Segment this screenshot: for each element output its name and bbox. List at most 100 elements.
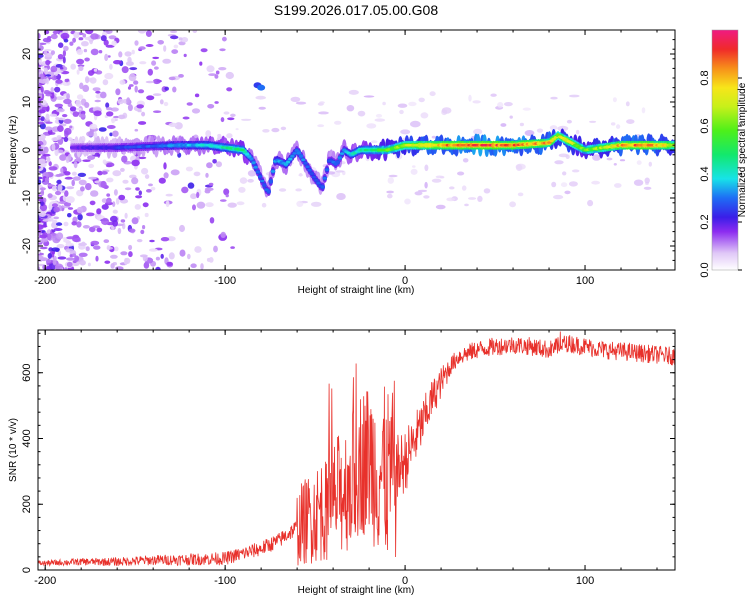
noise-speckle xyxy=(290,96,301,102)
noise-speckle xyxy=(515,164,523,172)
noise-speckle xyxy=(606,157,613,161)
noise-speckle xyxy=(57,54,64,60)
x-tick-label: 0 xyxy=(402,275,408,287)
y-tick-label: 20 xyxy=(21,48,33,60)
noise-speckle xyxy=(82,159,91,162)
noise-speckle xyxy=(81,241,86,247)
noise-speckle xyxy=(387,193,393,199)
noise-speckle xyxy=(54,248,60,253)
noise-speckle xyxy=(131,49,135,55)
snr-ylabel: SNR (10 * v/v) xyxy=(8,418,19,482)
noise-speckle xyxy=(235,128,239,131)
noise-speckle xyxy=(39,73,45,80)
noise-speckle xyxy=(160,237,170,242)
noise-speckle xyxy=(38,224,44,230)
noise-speckle xyxy=(47,193,53,199)
y-tick-label: 10 xyxy=(21,96,33,108)
noise-speckle xyxy=(206,162,213,169)
noise-speckle xyxy=(60,67,64,70)
noise-speckle xyxy=(90,190,99,197)
noise-speckle xyxy=(55,96,64,101)
noise-speckle xyxy=(153,110,162,113)
noise-speckle xyxy=(616,124,621,129)
noise-speckle xyxy=(194,93,200,98)
noise-speckle xyxy=(85,76,90,84)
noise-speckle xyxy=(89,77,97,84)
noise-speckle xyxy=(182,116,190,120)
noise-speckle xyxy=(90,33,99,40)
noise-speckle xyxy=(178,74,184,78)
noise-speckle xyxy=(69,106,77,112)
noise-speckle xyxy=(335,170,344,173)
ridge-blob xyxy=(257,84,266,91)
noise-speckle xyxy=(100,180,107,189)
noise-speckle xyxy=(38,121,45,125)
noise-speckle xyxy=(247,170,257,177)
noise-speckle xyxy=(414,191,423,196)
noise-speckle xyxy=(124,257,131,264)
noise-speckle xyxy=(93,110,102,117)
noise-speckle xyxy=(179,224,185,233)
ridge-blob xyxy=(264,188,269,191)
noise-speckle xyxy=(50,87,54,93)
noise-speckle xyxy=(194,246,202,253)
noise-speckle xyxy=(554,160,564,165)
noise-speckle xyxy=(43,67,49,75)
noise-speckle xyxy=(557,125,569,132)
noise-speckle xyxy=(64,176,74,180)
ridge-blob xyxy=(298,155,304,158)
noise-speckle xyxy=(348,89,359,95)
noise-speckle xyxy=(51,143,56,151)
noise-speckle xyxy=(40,144,46,148)
noise-speckle xyxy=(117,98,124,105)
ridge-blob xyxy=(255,170,261,174)
noise-speckle xyxy=(504,102,513,107)
noise-speckle xyxy=(56,108,65,113)
noise-speckle xyxy=(151,60,157,66)
noise-speckle xyxy=(102,79,109,86)
noise-speckle xyxy=(240,118,252,121)
noise-speckle xyxy=(84,102,90,108)
noise-speckle xyxy=(218,67,227,71)
noise-speckle xyxy=(63,221,69,227)
noise-speckle xyxy=(477,195,483,202)
noise-speckle xyxy=(48,166,58,171)
noise-speckle xyxy=(55,117,60,120)
snr-panel: -200 -100 0 100 0 200 400 600 Height of straigh… xyxy=(8,329,676,596)
noise-speckle xyxy=(128,84,134,87)
noise-speckle xyxy=(388,174,398,178)
noise-speckle xyxy=(53,216,60,220)
noise-speckle xyxy=(142,202,149,208)
colorbar-tick-label: 0.8 xyxy=(699,70,711,85)
noise-speckle xyxy=(103,239,110,244)
ridge-blob xyxy=(292,152,297,155)
x-tick-label: 100 xyxy=(576,275,594,287)
ridge-blob xyxy=(249,157,254,161)
noise-speckle xyxy=(334,120,342,125)
noise-speckle xyxy=(497,102,504,108)
noise-speckle xyxy=(226,87,233,92)
noise-speckle xyxy=(77,213,83,221)
noise-speckle xyxy=(140,229,145,235)
noise-speckle xyxy=(363,95,375,98)
noise-speckle xyxy=(106,162,115,167)
noise-speckle xyxy=(72,111,80,117)
noise-speckle xyxy=(382,101,386,106)
noise-speckle xyxy=(226,133,233,139)
noise-speckle xyxy=(171,49,179,54)
noise-speckle xyxy=(92,87,101,92)
noise-speckle xyxy=(357,110,366,117)
noise-speckle xyxy=(134,40,139,46)
noise-speckle xyxy=(87,70,95,76)
noise-speckle xyxy=(44,177,50,183)
noise-speckle xyxy=(135,195,143,199)
noise-speckle xyxy=(50,65,58,73)
noise-speckle xyxy=(48,247,53,252)
noise-speckle xyxy=(55,190,62,196)
ridge-blob xyxy=(305,165,310,168)
noise-speckle xyxy=(57,125,64,132)
noise-speckle xyxy=(509,115,513,119)
noise-speckle xyxy=(125,61,134,66)
noise-speckle xyxy=(120,219,126,223)
